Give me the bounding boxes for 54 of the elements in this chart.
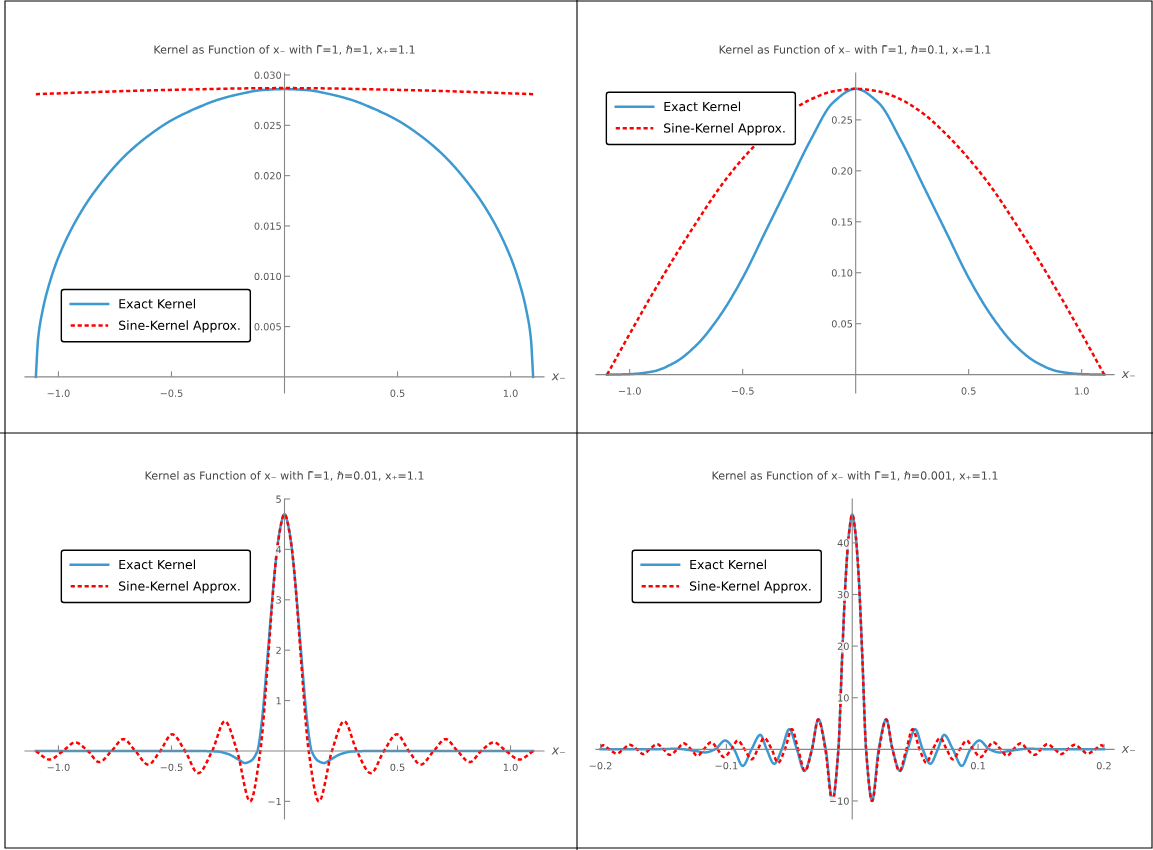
y-tick-label: 0.15 [831,218,853,226]
x-tick-label: 0.5 [961,387,976,395]
y-tick-label: 0.020 [254,172,282,180]
y-tick-label: 3 [276,596,281,604]
y-tick-label: 40 [837,539,849,547]
x-tick-label: −1.0 [47,389,70,397]
y-tick-label: 4 [276,546,282,554]
y-tick-label: 0.010 [254,272,282,281]
x-tick-label: −1.0 [618,387,641,395]
legend-label: Exact Kernel [119,559,195,570]
y-tick-label: 2 [276,646,281,654]
y-tick-label: −10 [829,797,849,805]
legend-label: Exact Kernel [690,559,766,570]
x-axis-title: x₋ [551,373,565,381]
x-tick-label: −0.5 [160,389,183,397]
x-tick-label: −0.5 [160,763,183,771]
y-tick-label: 10 [838,694,849,702]
y-tick-label: 1 [276,697,281,705]
x-tick-label: 0.1 [970,761,985,770]
legend-label: Exact Kernel [119,298,195,309]
x-tick-label: 1.0 [503,389,518,397]
x-tick-label: 0.5 [390,389,405,397]
y-tick-label: 30 [837,590,849,599]
x-axis-title: x₋ [1121,371,1135,379]
y-tick-label: 0.025 [254,121,281,130]
x-tick-label: 0.2 [1096,761,1111,770]
legend-label: Sine-Kernel Approx. [119,320,240,333]
y-tick-label: 0.20 [831,167,853,175]
x-tick-label: −0.1 [715,761,738,770]
chart-title: Kernel as Function of x₋ with Γ̄=1, ℏ=0.001, x₊=1.1 [712,471,998,481]
x-tick-label: 1.0 [503,763,518,771]
y-tick-label: 0.005 [254,323,281,331]
y-tick-label: 0.10 [831,269,853,277]
y-tick-label: 0.05 [831,320,853,328]
legend-label: Exact Kernel [664,101,741,112]
x-axis-title: x₋ [551,747,565,755]
x-tick-label: 0.5 [390,763,405,771]
x-tick-label: 1.0 [1075,387,1089,395]
x-tick-label: −0.5 [731,387,754,395]
chart-title: Kernel as Function of x₋ with Γ̄=1, ℏ=0.01, x₊=1.1 [145,471,424,481]
legend-label: Sine-Kernel Approx. [664,123,785,136]
chart-title: Kernel as Function of x₋ with Γ̄=1, ℏ=0.1, x₊=1.1 [719,45,991,55]
y-tick-label: 5 [276,495,281,503]
y-tick-label: 20 [837,642,849,650]
y-tick-label: 0.25 [831,116,853,124]
y-tick-label: 0.015 [254,222,281,230]
y-tick-label: −1 [268,797,281,806]
chart-title: Kernel as Function of x₋ with Γ̄=1, ℏ=1, x₊=1.1 [154,45,415,55]
x-tick-label: −1.0 [47,763,70,771]
y-tick-label: 0.030 [254,71,282,79]
legend-label: Sine-Kernel Approx. [119,581,240,594]
x-tick-label: −0.2 [589,761,612,770]
x-axis-title: x₋ [1121,745,1135,753]
legend-label: Sine-Kernel Approx. [689,581,811,594]
